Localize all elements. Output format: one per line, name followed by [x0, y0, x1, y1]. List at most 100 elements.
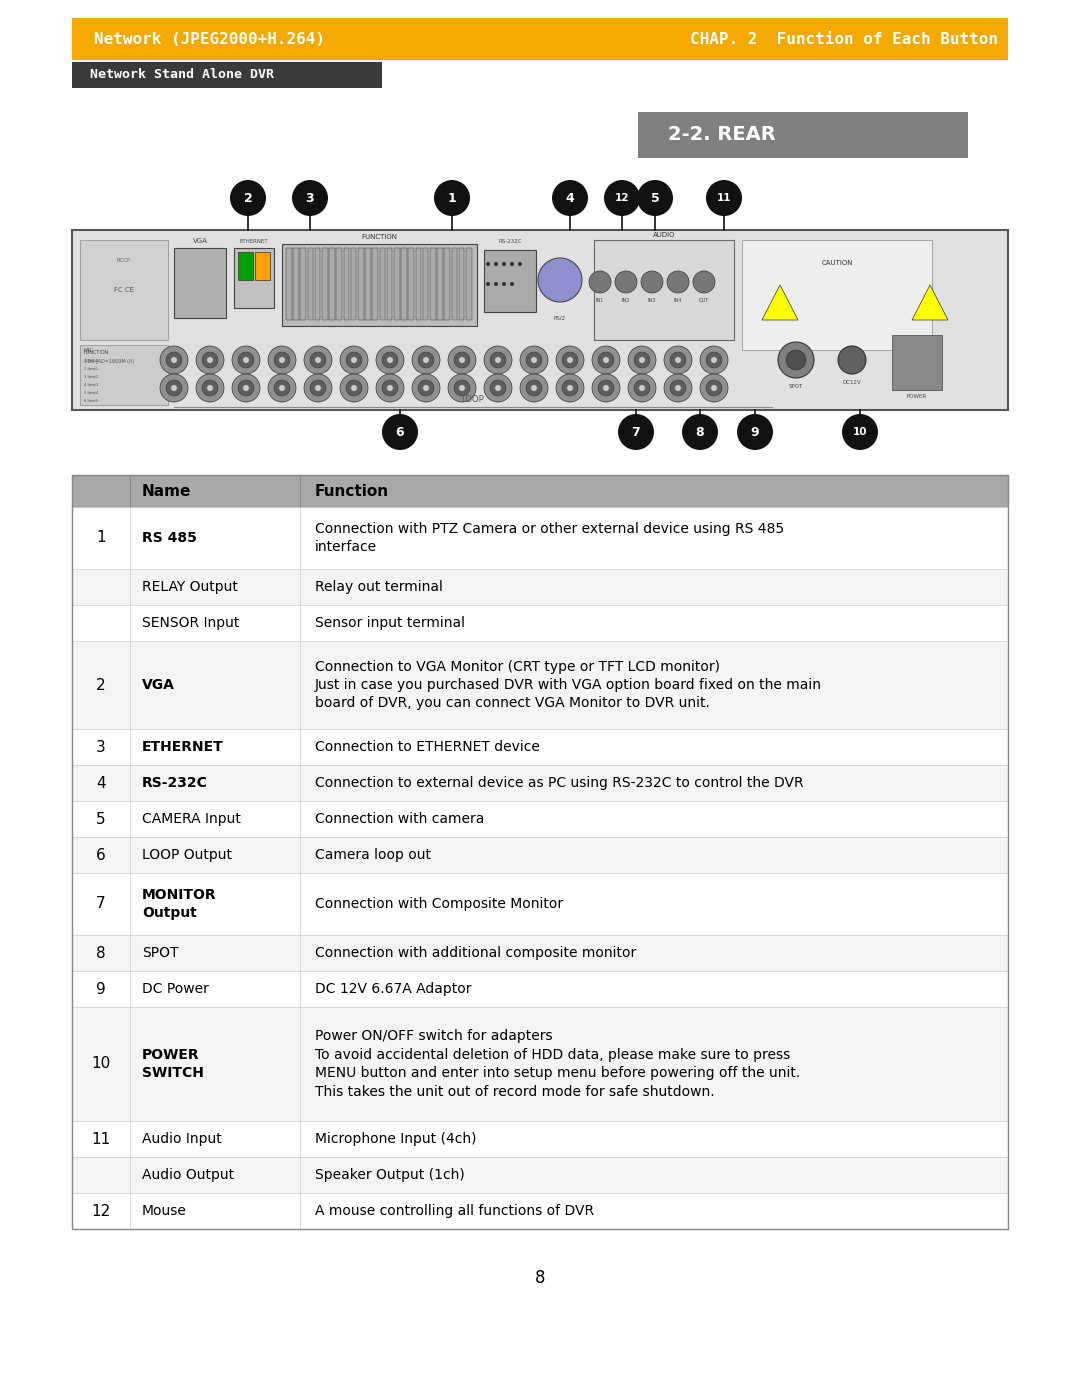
Circle shape	[627, 374, 656, 402]
Text: 4: 4	[566, 191, 575, 204]
Circle shape	[418, 380, 434, 395]
Text: 5: 5	[650, 191, 660, 204]
Text: 10: 10	[92, 1056, 110, 1071]
Circle shape	[171, 386, 177, 391]
Circle shape	[411, 374, 440, 402]
Bar	[308, 249, 313, 320]
Bar	[72, 475, 1008, 507]
Circle shape	[303, 346, 332, 374]
Circle shape	[279, 358, 285, 363]
Bar	[234, 249, 274, 307]
Text: Connection to ETHERNET device: Connection to ETHERNET device	[315, 740, 540, 754]
Text: AUDIO: AUDIO	[652, 232, 675, 237]
Bar	[72, 18, 1008, 60]
Circle shape	[510, 263, 514, 265]
Circle shape	[598, 352, 615, 367]
Text: 2-2. REAR: 2-2. REAR	[669, 126, 775, 144]
Text: PS/2: PS/2	[554, 316, 566, 321]
Circle shape	[232, 374, 260, 402]
Circle shape	[711, 358, 717, 363]
Circle shape	[670, 352, 686, 367]
Text: 1 |text0: 1 |text0	[84, 358, 98, 362]
Text: 3: 3	[96, 739, 106, 754]
Text: CAMERA Input: CAMERA Input	[141, 812, 241, 826]
Circle shape	[310, 380, 326, 395]
Text: 4 |text3: 4 |text3	[84, 381, 98, 386]
Bar	[72, 935, 1008, 971]
Text: 1: 1	[96, 531, 106, 545]
Circle shape	[195, 346, 224, 374]
Text: ETHERNET: ETHERNET	[141, 740, 224, 754]
Circle shape	[490, 352, 507, 367]
Circle shape	[423, 358, 429, 363]
Text: 8: 8	[535, 1268, 545, 1287]
Bar	[255, 251, 270, 279]
Bar	[357, 249, 364, 320]
Circle shape	[838, 346, 866, 374]
Text: 10: 10	[853, 427, 867, 437]
Circle shape	[490, 380, 507, 395]
Circle shape	[346, 352, 362, 367]
Circle shape	[519, 346, 548, 374]
Text: 9: 9	[751, 426, 759, 439]
Text: 12: 12	[615, 193, 630, 203]
Circle shape	[382, 380, 399, 395]
Circle shape	[592, 374, 620, 402]
Circle shape	[160, 374, 188, 402]
Text: Speaker Output (1ch): Speaker Output (1ch)	[315, 1168, 464, 1182]
Circle shape	[340, 374, 368, 402]
Text: 12: 12	[92, 1203, 110, 1218]
Bar	[72, 766, 1008, 800]
Circle shape	[637, 180, 673, 217]
Circle shape	[486, 263, 490, 265]
Circle shape	[303, 374, 332, 402]
Bar	[459, 249, 464, 320]
Circle shape	[495, 358, 501, 363]
Circle shape	[279, 386, 285, 391]
Circle shape	[786, 351, 806, 370]
Circle shape	[243, 358, 249, 363]
Circle shape	[737, 414, 773, 450]
Bar	[314, 249, 321, 320]
Bar	[286, 249, 292, 320]
Circle shape	[459, 358, 465, 363]
Circle shape	[292, 180, 328, 217]
Text: ADS-JAD=1600M (A): ADS-JAD=1600M (A)	[84, 359, 134, 365]
Circle shape	[195, 374, 224, 402]
Circle shape	[642, 271, 663, 293]
Bar	[401, 249, 407, 320]
Text: Camera loop out: Camera loop out	[315, 848, 431, 862]
Text: ETHERNET: ETHERNET	[240, 239, 268, 244]
Circle shape	[706, 380, 723, 395]
Circle shape	[603, 358, 609, 363]
Circle shape	[778, 342, 814, 379]
Text: SENSOR Input: SENSOR Input	[141, 616, 240, 630]
Text: 2: 2	[244, 191, 253, 204]
Circle shape	[552, 180, 588, 217]
Circle shape	[842, 414, 878, 450]
Text: Microphone Input (4ch): Microphone Input (4ch)	[315, 1132, 476, 1146]
Circle shape	[382, 352, 399, 367]
Bar	[365, 249, 370, 320]
Bar	[72, 729, 1008, 766]
Circle shape	[693, 271, 715, 293]
Circle shape	[207, 386, 213, 391]
Circle shape	[230, 180, 266, 217]
Circle shape	[556, 346, 584, 374]
Text: 7: 7	[96, 897, 106, 911]
Circle shape	[387, 386, 393, 391]
Circle shape	[274, 380, 291, 395]
Bar	[430, 249, 435, 320]
Text: Connection with Composite Monitor: Connection with Composite Monitor	[315, 897, 563, 911]
Text: OUT: OUT	[699, 298, 710, 303]
Circle shape	[664, 346, 692, 374]
Text: RS-232C: RS-232C	[141, 775, 207, 789]
Bar	[373, 249, 378, 320]
Circle shape	[238, 380, 254, 395]
Text: DC Power: DC Power	[141, 982, 208, 996]
Circle shape	[238, 352, 254, 367]
Bar	[408, 249, 414, 320]
Bar	[72, 873, 1008, 935]
Text: FUNCTION: FUNCTION	[361, 235, 397, 240]
Text: CHAP. 2  Function of Each Button: CHAP. 2 Function of Each Button	[690, 32, 998, 46]
